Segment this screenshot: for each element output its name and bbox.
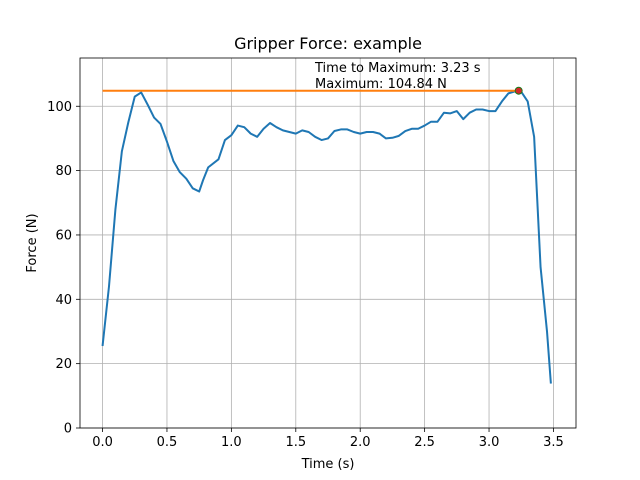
x-tick-label: 0.5 xyxy=(157,435,178,450)
y-axis-label: Force (N) xyxy=(25,213,40,272)
maximum-marker xyxy=(514,86,523,95)
x-tick-label: 3.0 xyxy=(479,435,500,450)
chart-title: Gripper Force: example xyxy=(234,34,422,53)
x-tick-label: 3.5 xyxy=(543,435,564,450)
annotation-maximum: Maximum: 104.84 N xyxy=(315,77,447,92)
y-tick-label: 20 xyxy=(55,357,72,372)
force-series-line xyxy=(101,89,552,384)
series-group xyxy=(101,86,552,384)
plot-area xyxy=(80,58,576,428)
y-tick-label: 60 xyxy=(55,228,72,243)
y-tick-label: 100 xyxy=(47,100,72,115)
y-tick-label: 0 xyxy=(64,422,72,437)
annotation-time-to-maximum: Time to Maximum: 3.23 s xyxy=(314,61,481,76)
x-tick-label: 1.0 xyxy=(221,435,242,450)
x-axis-label: Time (s) xyxy=(301,457,355,472)
y-tick-label: 80 xyxy=(55,164,72,179)
y-tick-label: 40 xyxy=(55,293,72,308)
y-ticks: 0 20 40 60 80 100 xyxy=(47,100,80,437)
x-ticks: 0.0 0.5 1.0 1.5 2.0 2.5 3.0 3.5 xyxy=(92,428,564,450)
x-tick-label: 1.5 xyxy=(285,435,306,450)
x-tick-label: 2.5 xyxy=(414,435,435,450)
axes-frame xyxy=(79,57,577,429)
x-tick-label: 2.0 xyxy=(350,435,371,450)
x-tick-label: 0.0 xyxy=(92,435,113,450)
